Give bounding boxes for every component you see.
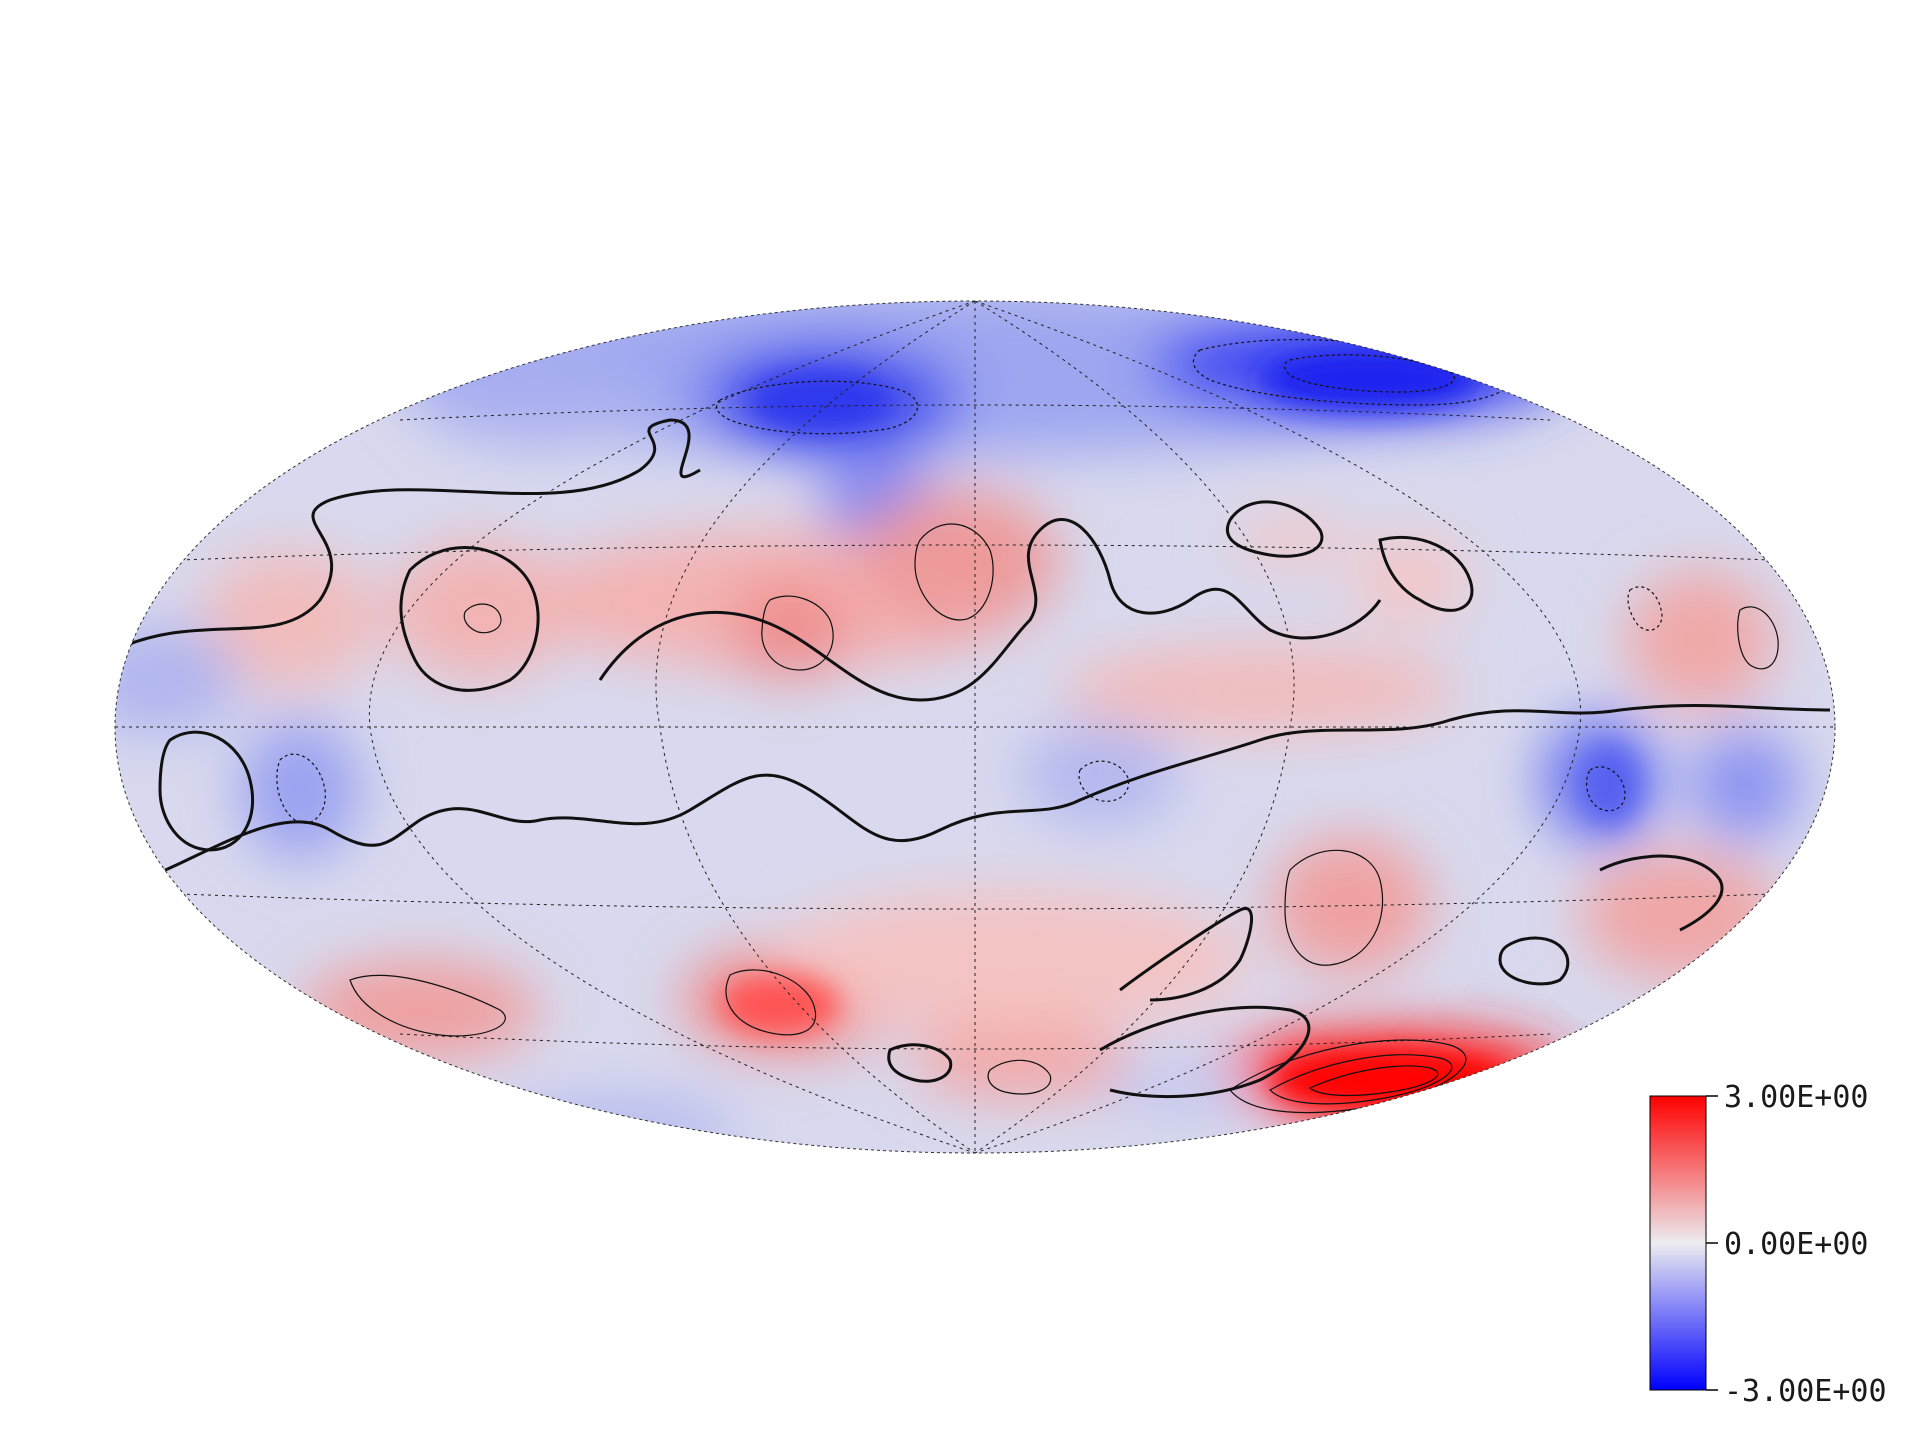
zero-contour xyxy=(115,418,701,652)
zero-contour xyxy=(1498,936,1570,986)
region-positive xyxy=(770,890,1250,1030)
region-negative xyxy=(420,355,660,445)
graticule-meridian xyxy=(368,301,976,1153)
zero-contour xyxy=(1599,854,1724,932)
zero-contour xyxy=(399,546,540,692)
region-positive xyxy=(1270,835,1430,975)
region-positive xyxy=(300,960,540,1060)
positive-contour xyxy=(463,603,502,634)
graticule-parallel xyxy=(399,404,1551,421)
peak-negative xyxy=(750,370,890,430)
region-positive xyxy=(1625,570,1775,710)
negative-contour xyxy=(1192,339,1511,406)
negative-contour xyxy=(276,753,326,824)
region-negative xyxy=(115,625,240,735)
zero-contour xyxy=(139,704,1831,882)
positive-contour xyxy=(914,523,994,621)
positive-contour xyxy=(1269,1054,1453,1105)
zero-contour xyxy=(1378,535,1474,612)
region-negative xyxy=(1690,730,1800,840)
peak-negative xyxy=(1260,350,1480,410)
region-positive xyxy=(1580,850,1780,980)
positive-contour xyxy=(1284,849,1384,966)
positive-contour xyxy=(761,595,834,671)
region-positive xyxy=(1060,645,1460,735)
colorbar-rect xyxy=(1649,1095,1707,1391)
positive-contour xyxy=(349,974,506,1037)
positive-contour xyxy=(1229,1039,1467,1114)
contour-lines xyxy=(115,339,1831,1114)
graticule-meridian xyxy=(974,301,1582,1153)
zero-contour xyxy=(1119,906,1254,1002)
negative-contour xyxy=(1585,766,1626,812)
peak-negative xyxy=(1580,745,1640,825)
positive-contour xyxy=(1737,606,1779,670)
region-negative xyxy=(240,720,360,860)
graticule-parallel xyxy=(179,544,1771,561)
peak-positive xyxy=(720,975,840,1035)
zero-contour xyxy=(598,518,1382,702)
negative-contour xyxy=(1078,760,1130,802)
region-negative xyxy=(500,1095,740,1153)
positive-contour xyxy=(725,969,817,1036)
zero-contour xyxy=(1226,500,1324,558)
region-negative xyxy=(1020,725,1180,825)
zero-contour xyxy=(158,730,255,852)
region-negative xyxy=(1100,1065,1260,1115)
negative-contour xyxy=(1283,354,1456,393)
graticule-meridian xyxy=(655,301,976,1153)
colorbar: 3.00E+00 0.00E+00 -3.00E+00 xyxy=(1649,1080,1887,1409)
graticule-parallel xyxy=(399,1033,1551,1050)
colorbar-tick-label: 0.00E+00 xyxy=(1724,1227,1869,1262)
zero-contour xyxy=(1099,1005,1311,1099)
map-ellipse xyxy=(114,300,1836,1154)
graticule-meridian xyxy=(974,301,1295,1153)
colorbar-tick-label: -3.00E+00 xyxy=(1724,1374,1887,1409)
region-positive xyxy=(730,580,850,680)
map-outline xyxy=(114,300,1836,1154)
positive-contour xyxy=(987,1059,1052,1095)
negative-contour xyxy=(1627,586,1663,631)
colorbar-ticks: 3.00E+00 0.00E+00 -3.00E+00 xyxy=(1706,1080,1887,1409)
negative-contour xyxy=(715,380,919,435)
positive-contour xyxy=(1308,1065,1439,1097)
graticule-parallel xyxy=(179,893,1771,910)
colorbar-tick-label: 3.00E+00 xyxy=(1724,1080,1869,1115)
graticule xyxy=(115,301,1835,1153)
region-positive xyxy=(390,540,570,680)
zero-contour xyxy=(887,1043,953,1083)
region-positive xyxy=(860,490,1060,630)
